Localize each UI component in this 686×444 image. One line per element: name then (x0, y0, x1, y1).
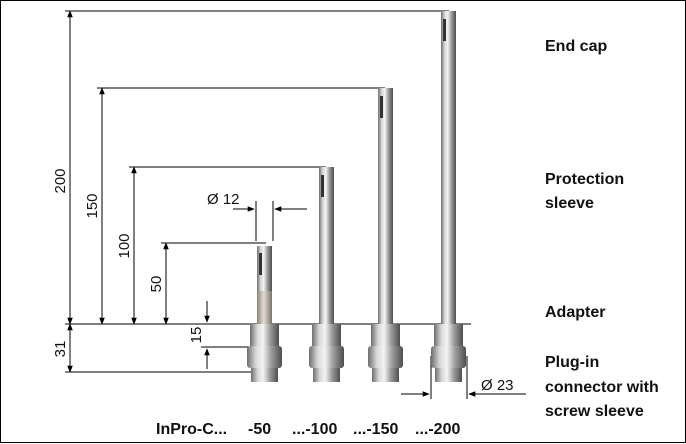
probe-50 (247, 246, 282, 382)
model-150: ...-150 (353, 421, 398, 438)
label-plug-in-line1: Plug-in (545, 354, 599, 371)
label-50: 50 (148, 276, 165, 293)
label-15: 15 (188, 327, 205, 344)
probe-100 (309, 167, 344, 382)
probe-200 (431, 11, 466, 382)
label-protection-sleeve-line1: Protection (545, 171, 624, 188)
model-200: ...-200 (415, 421, 460, 438)
dimension-50 (161, 242, 266, 325)
dimension-31 (65, 323, 256, 373)
label-100: 100 (116, 233, 133, 258)
label-200: 200 (52, 168, 69, 193)
label-d23: Ø 23 (481, 377, 514, 394)
probe-150 (368, 88, 403, 382)
model-100: ...-100 (292, 421, 337, 438)
dimension-200 (65, 10, 449, 325)
label-d12: Ø 12 (207, 191, 240, 208)
model-prefix: InPro-C... (156, 421, 227, 438)
label-31: 31 (52, 341, 69, 358)
label-protection-sleeve-line2: sleeve (545, 195, 594, 212)
label-plug-in-line3: screw sleeve (545, 403, 644, 420)
dimension-d12 (233, 201, 307, 241)
dimension-150 (97, 87, 385, 325)
label-adapter: Adapter (545, 304, 605, 321)
dimension-100 (129, 166, 326, 325)
dimension-15 (201, 301, 251, 369)
label-end-cap: End cap (545, 38, 607, 55)
label-150: 150 (84, 193, 101, 218)
model-50: -50 (248, 421, 271, 438)
label-plug-in-line2: connector with (545, 379, 659, 396)
